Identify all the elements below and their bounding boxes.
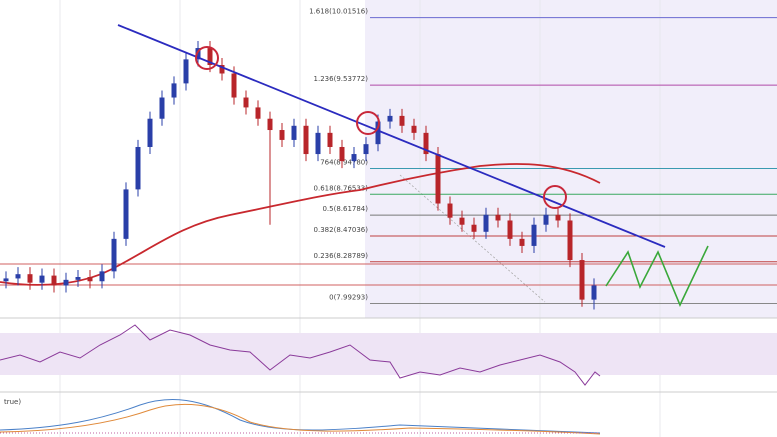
fib-label: 1.618(10.01516) [309, 8, 368, 16]
candle-body [411, 125, 417, 133]
fib-label: 0.5(8.61784) [322, 205, 368, 213]
fib-label: 0(7.99293) [329, 293, 368, 301]
rsi-line [0, 324, 601, 386]
candle-body [591, 285, 597, 300]
candle-body [339, 146, 345, 162]
moving-average [0, 163, 601, 286]
candle-body [483, 214, 489, 232]
rsi-panel [0, 324, 777, 386]
fib-label: 764(8.94780) [320, 158, 368, 166]
candle-body [111, 238, 117, 272]
candle-body [159, 97, 165, 119]
candle-body [351, 154, 357, 162]
candle-body [471, 224, 477, 232]
candle-body [51, 275, 57, 286]
candle-body [423, 132, 429, 155]
indicator-label: true) [4, 398, 21, 406]
candle-body [375, 121, 381, 145]
candle-body [543, 214, 549, 225]
candle-body [399, 115, 405, 126]
fib-levels: 1.618(10.01516) 1.236(9.53772) 764(8.94780… [309, 8, 777, 304]
candle-body [183, 59, 189, 84]
fib-zone [365, 0, 777, 318]
fib-label: 0.236(8.28789) [314, 252, 369, 260]
macd-panel [0, 399, 601, 435]
candle-body [291, 125, 297, 140]
candle-body [519, 238, 525, 246]
candle-body [171, 83, 177, 98]
signal-line [0, 403, 601, 435]
candle-body [327, 132, 333, 147]
fib-label: 0.618(8.76533) [314, 184, 369, 192]
candle-body [435, 154, 441, 204]
candle-body [87, 277, 93, 282]
fib-label: 0.382(8.47036) [314, 226, 369, 234]
candle-body [279, 130, 285, 140]
candle-body [63, 279, 69, 286]
macd-line [0, 399, 601, 434]
rsi-band [0, 333, 777, 375]
fib-diagonal [399, 174, 546, 303]
trend-line [117, 24, 666, 248]
candle-body [15, 274, 21, 279]
candle-body [507, 220, 513, 239]
candle-body [579, 260, 585, 300]
candle-body [315, 132, 321, 155]
candle-body [531, 224, 537, 246]
candles [3, 40, 597, 310]
candle-body [39, 275, 45, 283]
candle-body [3, 278, 9, 282]
candle-body [27, 274, 33, 283]
candle-body [255, 107, 261, 119]
candle-body [123, 189, 129, 239]
candle-body [195, 48, 201, 60]
candle-body [495, 214, 501, 221]
candle-body [303, 125, 309, 155]
candle-body [219, 65, 225, 74]
fib-label: 1.236(9.53772) [314, 75, 369, 83]
candle-body [567, 220, 573, 261]
projection [605, 245, 709, 307]
candle-body [207, 48, 213, 66]
candle-body [555, 214, 561, 221]
candle-body [147, 118, 153, 147]
candle-body [387, 115, 393, 122]
candle-body [231, 73, 237, 98]
candle-body [459, 217, 465, 225]
candle-body [135, 146, 141, 190]
resistance-circles [195, 46, 567, 209]
candle-body [267, 118, 273, 131]
candle-body [99, 271, 105, 282]
candle-body [363, 144, 369, 155]
candle-body [447, 203, 453, 218]
candle-body [75, 277, 81, 280]
candle-body [243, 97, 249, 108]
